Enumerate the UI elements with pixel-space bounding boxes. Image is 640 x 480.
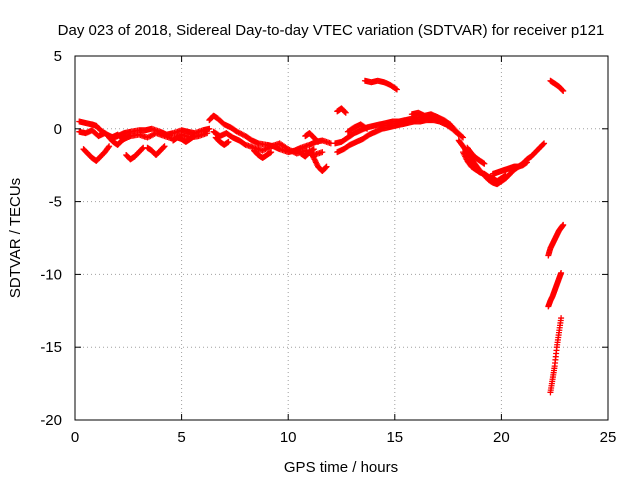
y-tick-label: -15 [40, 339, 62, 356]
data-point [160, 144, 167, 150]
chart-title: Day 023 of 2018, Sidereal Day-to-day VTE… [58, 22, 605, 39]
y-tick-label: 5 [54, 48, 62, 65]
data-point [105, 144, 112, 151]
x-tick-label: 0 [71, 429, 79, 446]
data-point [393, 86, 400, 93]
data-point [268, 149, 275, 156]
data-points [76, 77, 567, 396]
x-tick-label: 20 [493, 429, 510, 446]
data-point [392, 85, 399, 92]
data-point [363, 125, 370, 132]
data-point [206, 125, 213, 132]
x-axis-label: GPS time / hours [284, 459, 398, 476]
data-point [364, 125, 371, 132]
data-point [458, 133, 465, 140]
data-point [454, 130, 461, 137]
data-point [540, 141, 547, 148]
data-point [322, 164, 329, 171]
data-point [541, 140, 548, 147]
y-axis-label: SDTVAR / TECUs [7, 178, 24, 298]
data-point [204, 130, 211, 137]
data-point [139, 145, 146, 152]
y-tick-label: 0 [54, 121, 62, 138]
plot-frame [74, 55, 609, 421]
y-tick-labels: 5 0 -5 -10 -15 -20 [40, 48, 62, 429]
x-tick-label: 5 [177, 429, 185, 446]
data-point [161, 143, 168, 150]
data-point [191, 133, 198, 140]
data-point [558, 315, 565, 322]
y-tick-label: -5 [49, 194, 62, 211]
x-tick-label: 10 [280, 429, 297, 446]
data-point [434, 114, 441, 121]
data-point [560, 87, 567, 94]
data-point [106, 143, 113, 150]
data-point [123, 134, 130, 141]
data-point [310, 146, 317, 153]
data-point [559, 87, 566, 94]
data-point [315, 138, 322, 145]
data-point [225, 138, 232, 145]
y-tick-label: -10 [40, 266, 62, 283]
grid-lines [75, 56, 608, 420]
data-point [481, 160, 488, 167]
x-tick-label: 15 [386, 429, 403, 446]
data-point [523, 159, 530, 166]
data-point [455, 131, 462, 138]
data-point [342, 109, 349, 116]
data-point [319, 149, 326, 156]
data-point [314, 138, 321, 145]
x-tick-label: 25 [600, 429, 617, 446]
axis-ticks [74, 55, 609, 421]
data-point [502, 172, 509, 179]
x-tick-labels: 0 5 10 15 20 25 [71, 429, 617, 446]
data-point [323, 163, 330, 170]
data-point [558, 269, 565, 276]
y-tick-label: -20 [40, 412, 62, 429]
data-point [342, 109, 349, 116]
data-point [560, 221, 567, 228]
data-point [460, 134, 467, 141]
